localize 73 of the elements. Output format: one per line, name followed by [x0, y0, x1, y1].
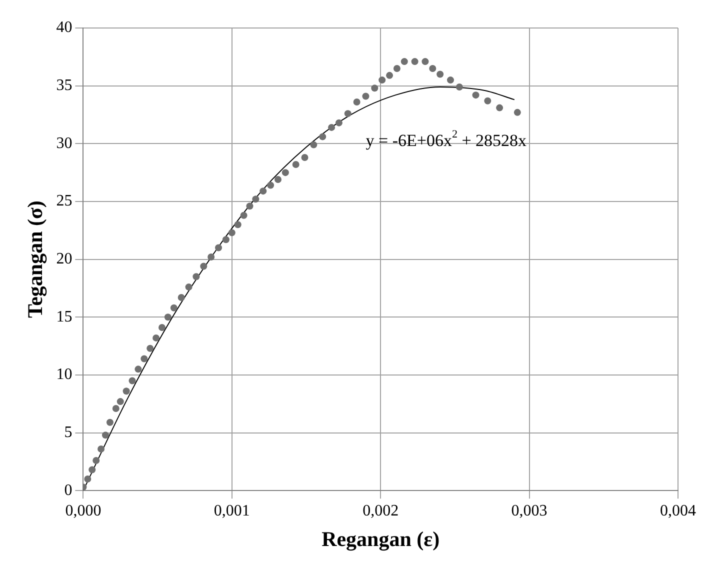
point: [240, 212, 248, 219]
point: [146, 344, 154, 352]
y-tick-label: 10: [56, 366, 72, 384]
point: [140, 355, 148, 362]
y-tick-label: 40: [56, 19, 72, 36]
y-tick-label: 25: [56, 192, 72, 210]
x-tick-label: 0,002: [362, 502, 399, 520]
point: [200, 262, 208, 270]
point: [134, 366, 142, 373]
point: [158, 324, 166, 332]
point: [128, 377, 136, 384]
y-tick-label: 20: [56, 250, 72, 268]
point: [319, 133, 326, 140]
point: [267, 182, 274, 189]
point: [234, 221, 242, 228]
point: [292, 160, 300, 168]
x-axis-title: Regangan (ε): [322, 526, 440, 551]
point: [429, 64, 436, 72]
point: [393, 64, 400, 72]
point: [112, 404, 120, 412]
point: [215, 244, 222, 252]
point: [152, 334, 160, 342]
point: [386, 72, 394, 79]
point: [378, 76, 386, 84]
point: [436, 70, 444, 78]
point: [170, 304, 178, 312]
point: [514, 108, 521, 116]
y-tick-label: 0: [64, 482, 72, 499]
point: [185, 284, 192, 291]
point: [178, 294, 185, 301]
point: [282, 169, 289, 176]
point: [446, 76, 454, 84]
x-tick-label: 0,000: [65, 502, 102, 520]
point: [84, 476, 92, 483]
point: [335, 119, 342, 126]
x-tick-label: 0,003: [511, 502, 548, 520]
point: [192, 273, 200, 280]
point: [208, 253, 215, 260]
point: [496, 104, 504, 112]
point: [472, 92, 480, 99]
point: [274, 176, 282, 183]
point: [301, 154, 308, 162]
point: [362, 92, 370, 100]
y-tick-label: 15: [56, 308, 72, 326]
point: [228, 229, 236, 236]
point: [164, 314, 172, 321]
point: [353, 98, 360, 106]
point: [88, 466, 96, 474]
y-tick-label: 30: [56, 134, 72, 152]
y-axis-title: Tegangan (σ): [23, 200, 48, 318]
point: [310, 141, 318, 148]
point: [484, 97, 492, 104]
x-tick-label: 0,004: [660, 502, 696, 520]
point: [344, 110, 352, 118]
point: [246, 202, 254, 210]
x-tick-label: 0,001: [214, 502, 250, 520]
y-tick-label: 5: [64, 424, 72, 441]
point: [411, 58, 418, 66]
point: [122, 388, 130, 395]
point: [98, 445, 105, 452]
point: [260, 188, 267, 195]
point: [116, 398, 124, 406]
point: [106, 418, 114, 426]
y-tick-label: 35: [56, 77, 72, 94]
point: [456, 83, 463, 90]
point: [400, 58, 408, 66]
point: [222, 236, 230, 244]
point: [252, 196, 260, 203]
point: [371, 84, 378, 92]
point: [328, 124, 336, 131]
point: [92, 457, 100, 464]
point: [422, 58, 429, 66]
point: [102, 432, 110, 439]
